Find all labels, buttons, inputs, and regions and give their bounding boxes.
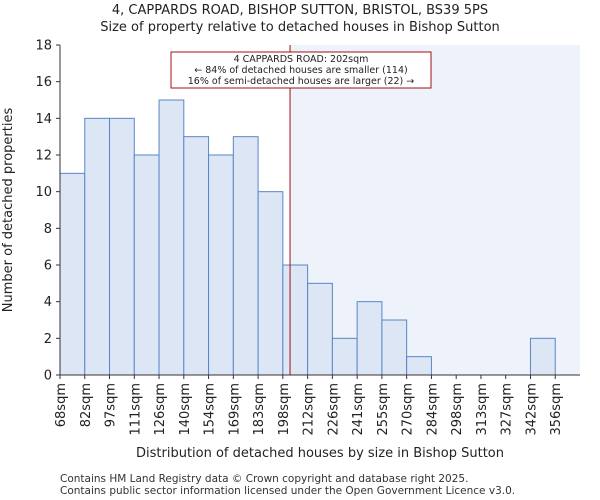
- y-tick-label: 4: [44, 295, 52, 310]
- bar-342sqm: [529, 337, 556, 376]
- bar-126sqm: [158, 99, 185, 376]
- x-tick-label: 97sqm: [104, 383, 119, 427]
- bar-68sqm: [59, 172, 86, 376]
- x-tick-label: 284sqm: [425, 383, 440, 436]
- y-tick-label: 12: [35, 149, 52, 164]
- y-tick-label: 8: [44, 222, 52, 237]
- bar-154sqm: [208, 154, 234, 376]
- x-axis-label: Distribution of detached houses by size …: [136, 446, 504, 461]
- bar-198sqm: [282, 264, 309, 376]
- y-tick-label: 10: [35, 185, 52, 200]
- x-tick-label: 226sqm: [326, 383, 341, 436]
- bar-82sqm: [84, 117, 111, 376]
- bar-97sqm: [109, 117, 135, 376]
- chart-title: 4, CAPPARDS ROAD, BISHOP SUTTON, BRISTOL…: [111, 3, 489, 18]
- x-tick-label: 68sqm: [54, 383, 69, 427]
- x-tick-label: 111sqm: [128, 383, 143, 436]
- y-tick-label: 14: [35, 112, 52, 127]
- y-axis-label: Number of detached properties: [1, 108, 16, 313]
- y-tick-label: 2: [44, 332, 52, 347]
- x-tick-label: 169sqm: [227, 383, 242, 436]
- x-tick-label: 241sqm: [351, 383, 366, 436]
- x-tick-label: 183sqm: [252, 383, 267, 436]
- annotation-line-3: 16% of semi-detached houses are larger (…: [188, 76, 415, 87]
- x-tick-label: 298sqm: [450, 383, 465, 436]
- chart-subtitle: Size of property relative to detached ho…: [100, 20, 500, 35]
- x-tick-label: 327sqm: [500, 383, 515, 436]
- x-tick-label: 356sqm: [549, 383, 564, 436]
- x-tick-label: 342sqm: [524, 383, 539, 436]
- highlight-region: [290, 45, 580, 375]
- bar-169sqm: [232, 136, 259, 376]
- y-tick-label: 6: [44, 259, 52, 274]
- y-tick-label: 18: [35, 39, 52, 54]
- bar-241sqm: [356, 301, 383, 376]
- x-tick-label: 270sqm: [401, 383, 416, 436]
- bar-183sqm: [257, 191, 284, 376]
- x-tick-label: 82sqm: [79, 383, 94, 427]
- bar-111sqm: [133, 154, 160, 376]
- bar-226sqm: [331, 337, 358, 376]
- bar-212sqm: [307, 282, 333, 376]
- x-tick-label: 126sqm: [153, 383, 168, 436]
- footer-licence: Contains public sector information licen…: [60, 485, 516, 497]
- bar-140sqm: [183, 136, 210, 376]
- x-tick-label: 212sqm: [302, 383, 317, 436]
- bar-270sqm: [406, 356, 432, 376]
- x-tick-label: 198sqm: [277, 383, 292, 436]
- x-tick-label: 140sqm: [178, 383, 193, 436]
- x-tick-label: 313sqm: [475, 383, 490, 436]
- annotation-line-2: ← 84% of detached houses are smaller (11…: [194, 65, 407, 76]
- annotation-line-1: 4 CAPPARDS ROAD: 202sqm: [234, 54, 369, 65]
- footer-copyright: Contains HM Land Registry data © Crown c…: [60, 473, 469, 485]
- x-tick-label: 255sqm: [376, 383, 391, 436]
- annotation-box: [170, 51, 432, 89]
- y-tick-label: 16: [35, 75, 52, 90]
- bar-255sqm: [381, 319, 408, 376]
- x-tick-label: 154sqm: [203, 383, 218, 436]
- y-tick-label: 0: [44, 369, 52, 384]
